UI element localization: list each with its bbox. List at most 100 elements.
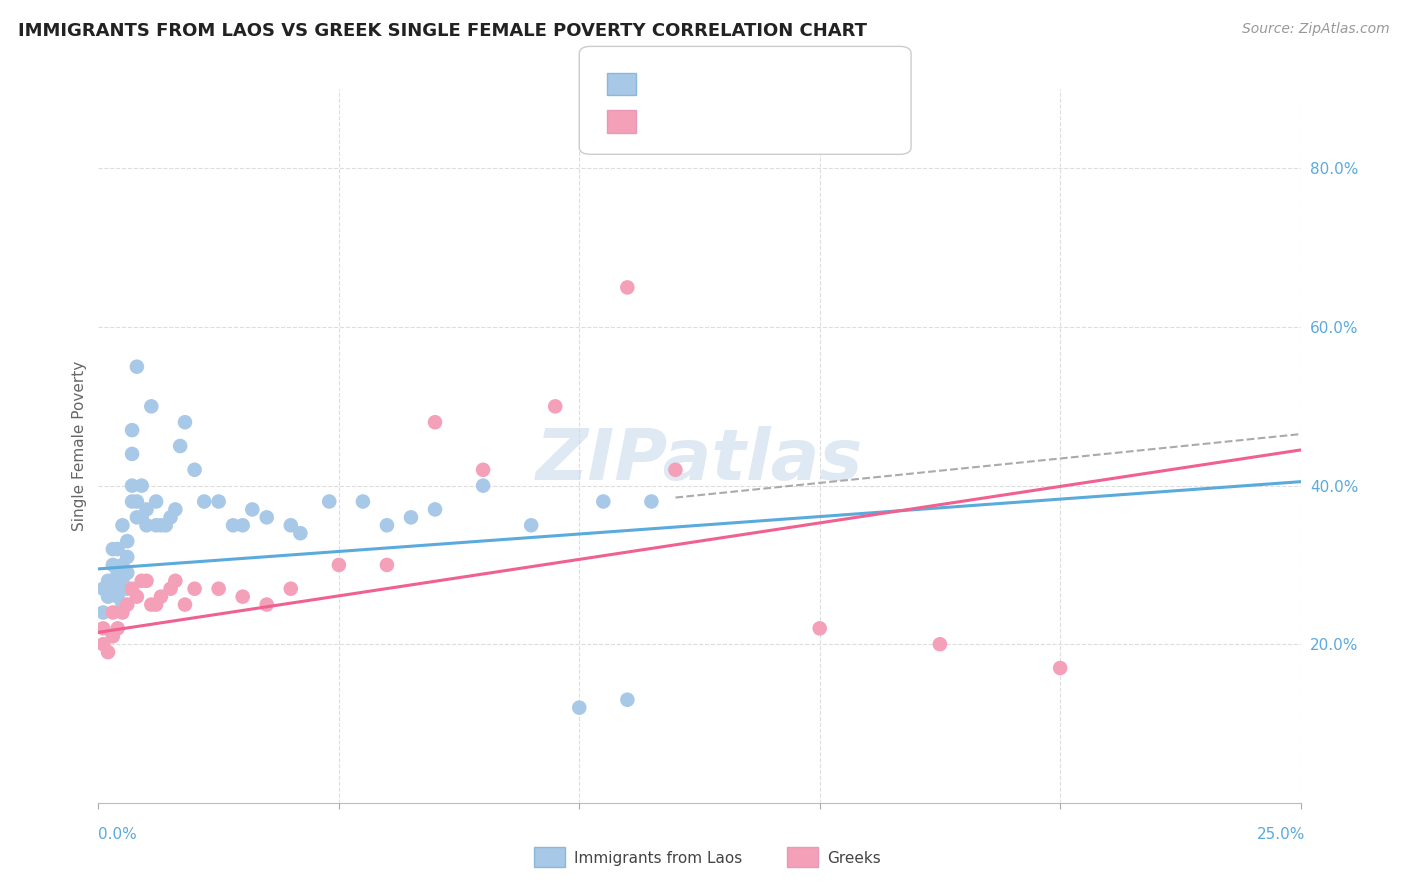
- Point: [145, 518, 167, 533]
- Point: [159, 582, 181, 596]
- Point: [117, 549, 139, 564]
- Point: [111, 558, 134, 572]
- Point: [155, 518, 177, 533]
- Point: [568, 700, 591, 714]
- Point: [640, 494, 662, 508]
- Point: [222, 518, 245, 533]
- Point: [131, 510, 153, 524]
- Point: [928, 637, 950, 651]
- Point: [472, 463, 495, 477]
- Point: [193, 494, 215, 508]
- Point: [117, 598, 139, 612]
- Point: [107, 621, 129, 635]
- Point: [121, 494, 143, 508]
- Point: [183, 463, 205, 477]
- Point: [423, 502, 446, 516]
- Point: [101, 629, 124, 643]
- Point: [121, 447, 143, 461]
- Point: [101, 606, 124, 620]
- Point: [125, 359, 148, 374]
- Text: 59: 59: [801, 75, 824, 93]
- Point: [125, 510, 148, 524]
- Point: [135, 502, 157, 516]
- Text: ZIPatlas: ZIPatlas: [536, 425, 863, 495]
- Point: [145, 598, 167, 612]
- Point: [375, 518, 398, 533]
- Point: [141, 598, 163, 612]
- Text: 0.176: 0.176: [689, 75, 741, 93]
- Point: [91, 606, 114, 620]
- Point: [174, 415, 197, 429]
- Point: [208, 582, 231, 596]
- Text: Greeks: Greeks: [827, 851, 880, 865]
- Point: [664, 463, 686, 477]
- Point: [616, 280, 638, 294]
- Text: 25.0%: 25.0%: [1257, 827, 1305, 841]
- Point: [111, 598, 134, 612]
- Text: 0.314: 0.314: [689, 112, 741, 130]
- Point: [107, 590, 129, 604]
- Text: R =: R =: [644, 112, 681, 130]
- Point: [280, 582, 302, 596]
- Point: [101, 558, 124, 572]
- Point: [107, 566, 129, 580]
- Point: [111, 606, 134, 620]
- Point: [169, 439, 191, 453]
- Point: [135, 518, 157, 533]
- Point: [121, 478, 143, 492]
- Point: [808, 621, 831, 635]
- Point: [616, 692, 638, 706]
- Point: [131, 478, 153, 492]
- Text: N =: N =: [749, 75, 797, 93]
- Point: [423, 415, 446, 429]
- Point: [174, 598, 197, 612]
- Point: [183, 582, 205, 596]
- Point: [544, 400, 567, 414]
- Point: [375, 558, 398, 572]
- Text: N =: N =: [749, 112, 797, 130]
- Point: [165, 502, 187, 516]
- Point: [91, 621, 114, 635]
- Point: [159, 510, 181, 524]
- Point: [149, 590, 172, 604]
- Text: 33: 33: [801, 112, 825, 130]
- Point: [1049, 661, 1071, 675]
- Text: Source: ZipAtlas.com: Source: ZipAtlas.com: [1241, 22, 1389, 37]
- Text: 0.0%: 0.0%: [98, 827, 138, 841]
- Point: [97, 574, 120, 588]
- Point: [125, 494, 148, 508]
- Point: [97, 645, 120, 659]
- Point: [141, 400, 163, 414]
- Point: [135, 574, 157, 588]
- Point: [111, 518, 134, 533]
- Point: [125, 590, 148, 604]
- Point: [101, 582, 124, 596]
- Point: [145, 494, 167, 508]
- Point: [101, 542, 124, 557]
- Point: [352, 494, 374, 508]
- Point: [399, 510, 422, 524]
- Point: [208, 494, 231, 508]
- Point: [232, 518, 254, 533]
- Point: [520, 518, 543, 533]
- Point: [91, 637, 114, 651]
- Point: [256, 510, 278, 524]
- Point: [592, 494, 614, 508]
- Point: [165, 574, 187, 588]
- Point: [97, 590, 120, 604]
- Point: [149, 518, 172, 533]
- Point: [131, 574, 153, 588]
- Point: [117, 534, 139, 549]
- Point: [107, 574, 129, 588]
- Text: R =: R =: [644, 75, 681, 93]
- Text: Immigrants from Laos: Immigrants from Laos: [574, 851, 742, 865]
- Point: [107, 542, 129, 557]
- Point: [290, 526, 312, 541]
- Point: [318, 494, 340, 508]
- Point: [117, 566, 139, 580]
- Point: [256, 598, 278, 612]
- Text: IMMIGRANTS FROM LAOS VS GREEK SINGLE FEMALE POVERTY CORRELATION CHART: IMMIGRANTS FROM LAOS VS GREEK SINGLE FEM…: [18, 22, 868, 40]
- Point: [91, 582, 114, 596]
- Point: [280, 518, 302, 533]
- Point: [472, 478, 495, 492]
